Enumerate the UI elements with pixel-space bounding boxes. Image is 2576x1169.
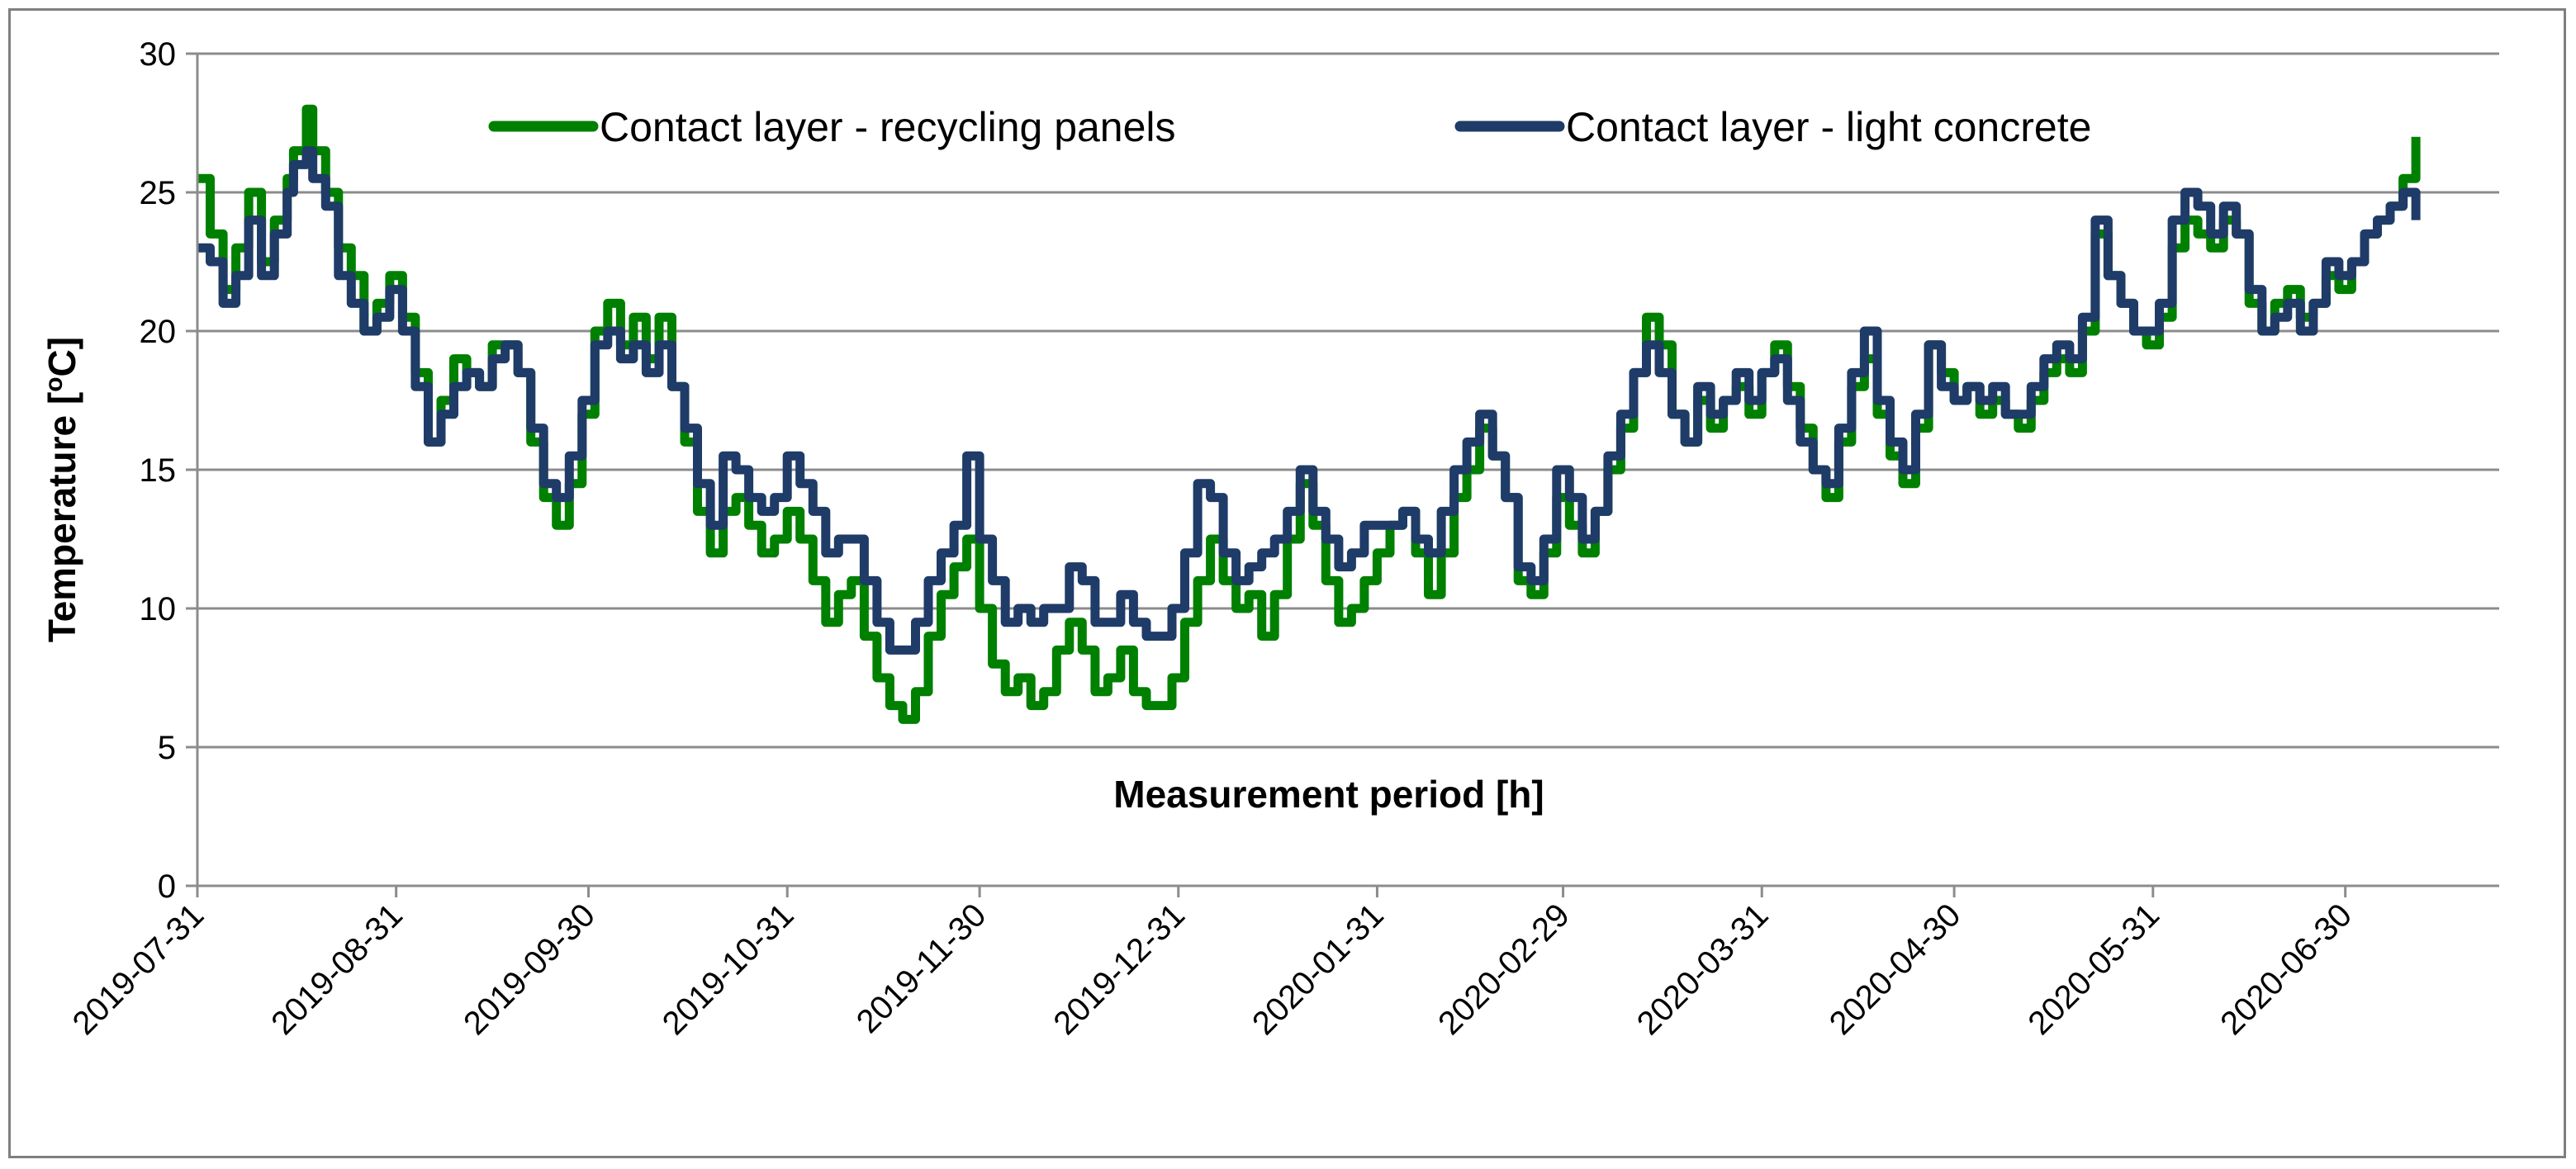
x-tick-label: 2020-01-31: [1245, 897, 1391, 1042]
series-line-light-concrete: [197, 146, 2421, 655]
y-tick-label: 15: [140, 452, 177, 489]
legend: Contact layer - recycling panels Contact…: [488, 104, 2091, 150]
y-tick-label: 20: [140, 314, 177, 350]
y-tick-label: 5: [158, 730, 176, 766]
y-tick-label: 10: [140, 591, 177, 627]
y-axis-title-unit: C]: [40, 337, 83, 377]
x-tick-label: 2019-12-31: [1046, 897, 1192, 1042]
chart-frame: 0 5 10 15 20 25 30 2019-07-31 2019-08-31 2019-09-…: [8, 8, 2566, 1158]
y-axis-title-superscript: o: [40, 376, 68, 391]
gridlines: [197, 52, 2499, 749]
x-tick-label: 2020-06-30: [2213, 897, 2359, 1042]
y-axis-title-main: Temperature [: [40, 392, 83, 642]
y-tick-label: 25: [140, 175, 177, 211]
x-tick-label: 2019-10-31: [656, 897, 801, 1042]
x-tick-label: 2020-03-31: [1630, 897, 1776, 1042]
series-lines: [197, 104, 2421, 724]
y-tick-label: 0: [158, 868, 176, 905]
x-tick-label: 2020-05-31: [2021, 897, 2166, 1042]
x-tick-label: 2019-09-30: [457, 897, 602, 1042]
legend-label-recycling-panels: Contact layer - recycling panels: [600, 104, 1176, 150]
x-tick-label: 2020-04-30: [1823, 897, 1968, 1042]
legend-label-light-concrete: Contact layer - light concrete: [1566, 104, 2091, 150]
y-tick-label: 30: [140, 36, 177, 73]
temperature-line-chart: 0 5 10 15 20 25 30 2019-07-31 2019-08-31 2019-09-…: [40, 36, 2499, 1042]
x-tick-label: 2019-07-31: [66, 897, 211, 1042]
x-tick-label: 2019-08-31: [264, 897, 410, 1042]
x-tick-label: 2019-11-30: [850, 897, 994, 1040]
x-axis-title: Measurement period [h]: [1113, 773, 1544, 816]
y-axis-title: Temperature [oC]: [40, 337, 83, 642]
x-tick-label: 2020-02-29: [1431, 897, 1577, 1042]
